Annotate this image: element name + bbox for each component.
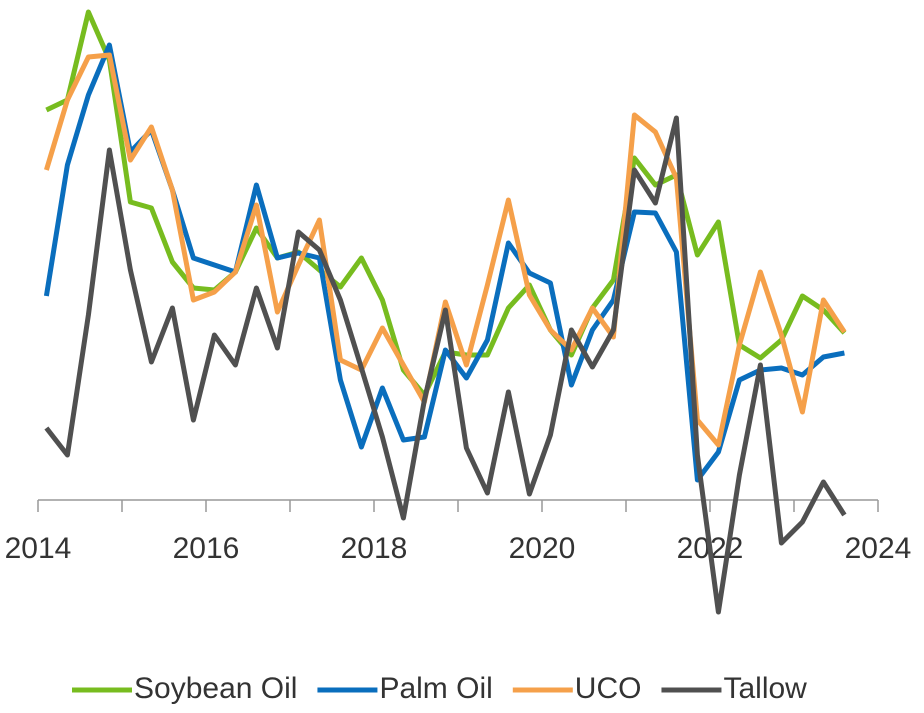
legend-label: Palm Oil — [379, 672, 492, 705]
series-line — [44, 115, 847, 615]
legend-label: UCO — [575, 672, 642, 705]
series-line — [45, 9, 847, 398]
x-tick-label: 2014 — [5, 532, 72, 565]
x-tick-label: 2020 — [509, 532, 576, 565]
x-tick-label: 2016 — [173, 532, 240, 565]
x-tick-label: 2018 — [341, 532, 408, 565]
legend: Soybean Oil Palm Oil UCO Tallow — [72, 672, 807, 705]
legend-label: Tallow — [723, 672, 807, 705]
series-line — [43, 42, 845, 483]
series-line — [44, 52, 847, 448]
x-tick-label: 2024 — [845, 532, 912, 565]
legend-label: Soybean Oil — [134, 672, 297, 705]
